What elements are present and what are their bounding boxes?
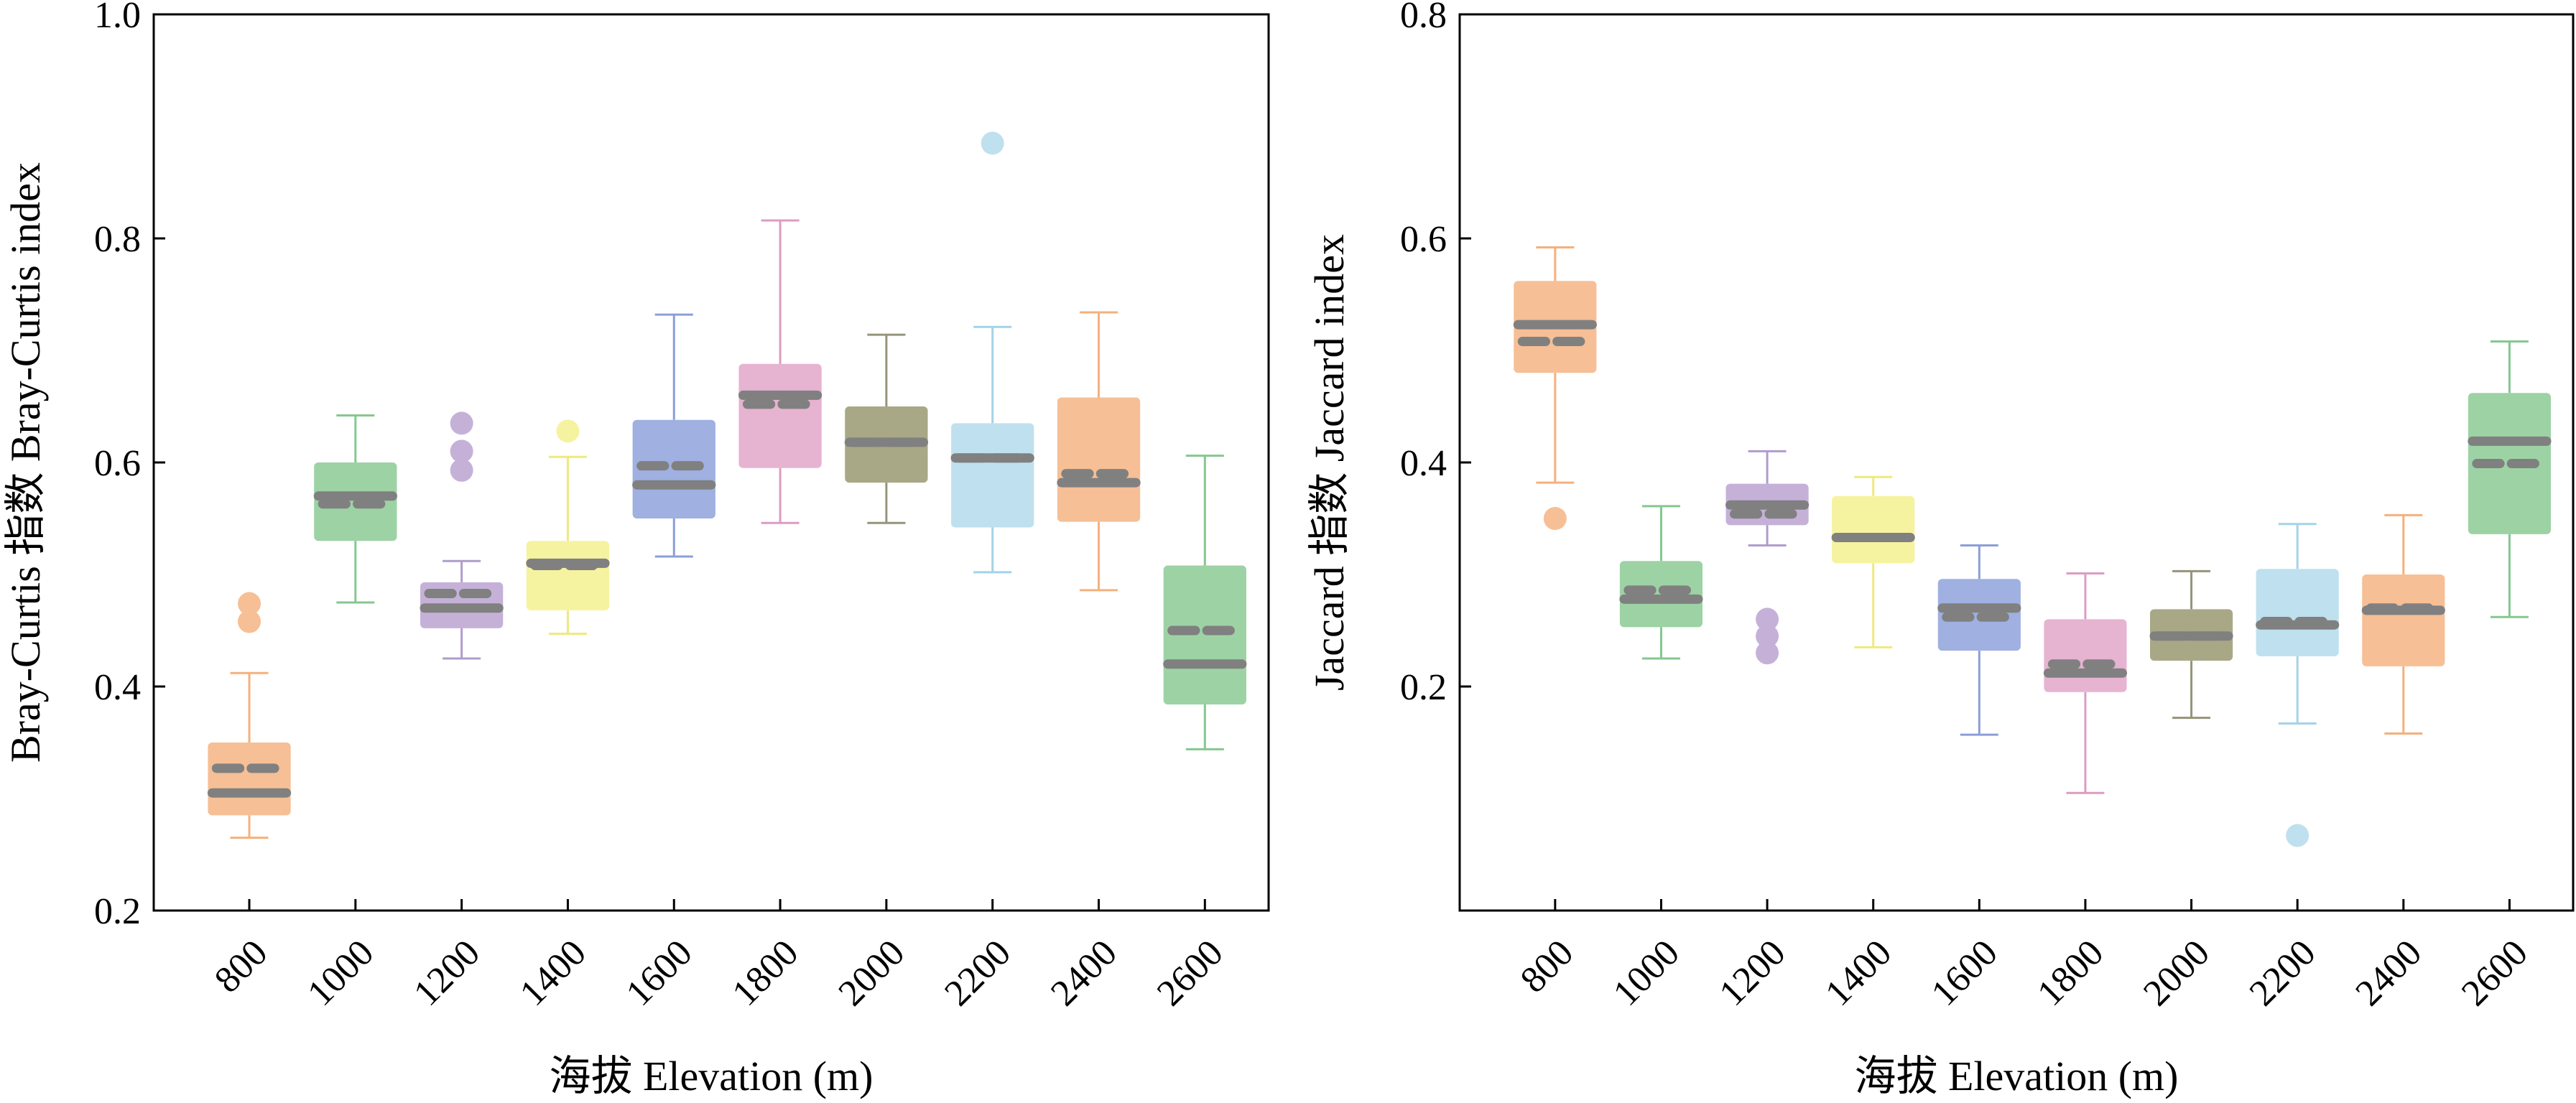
x-tick-label: 2200 <box>937 932 1019 1014</box>
iqr-box <box>1163 565 1246 704</box>
x-tick-label: 1200 <box>1712 932 1794 1014</box>
box-1400: 1400 <box>512 419 610 1014</box>
box-2000: 2000 <box>2136 569 2233 1014</box>
x-tick-label: 2000 <box>2136 932 2218 1014</box>
iqr-box <box>1057 397 1141 522</box>
y-tick-label: 0.6 <box>1400 219 1447 260</box>
outlier-point <box>1756 608 1779 631</box>
box-2200: 2200 <box>937 131 1034 1014</box>
x-axis-title: 海拔 Elevation (m) <box>549 1053 873 1099</box>
box-1200: 1200 <box>1712 450 1810 1014</box>
outlier-point <box>981 131 1004 155</box>
box-1800: 1800 <box>2030 572 2128 1014</box>
outlier-point <box>450 439 473 463</box>
outlier-point <box>1543 507 1567 530</box>
box-1600: 1600 <box>1924 544 2021 1014</box>
iqr-box <box>2256 569 2339 656</box>
iqr-box <box>526 541 610 610</box>
x-tick-label: 2200 <box>2242 932 2324 1014</box>
box-1000: 1000 <box>1606 505 1703 1014</box>
x-tick-label: 2600 <box>1149 932 1231 1014</box>
x-tick-label: 2400 <box>2348 932 2429 1014</box>
x-tick-label: 1600 <box>1924 932 2006 1014</box>
x-tick-label: 2600 <box>2454 932 2536 1014</box>
y-tick-label: 0.6 <box>94 443 141 484</box>
y-axis-title: Jaccard 指数 Jaccard index <box>1306 234 1353 691</box>
x-tick-label: 1200 <box>406 932 488 1014</box>
iqr-box <box>208 743 291 816</box>
y-tick-label: 0.4 <box>1400 443 1447 484</box>
x-tick-label: 1400 <box>512 932 594 1014</box>
box-1400: 1400 <box>1817 475 1915 1014</box>
outlier-point <box>556 419 580 443</box>
outlier-point <box>450 458 473 482</box>
box-2600: 2600 <box>2454 340 2552 1014</box>
x-tick-label: 1800 <box>725 932 807 1014</box>
box-800: 800 <box>207 592 292 1001</box>
jaccard-panel: 0.2 0.4 0.6 0.8 Jaccard 指数 Jaccard index 海拔 E… <box>1306 0 2575 1099</box>
plot-frame <box>1458 13 2575 912</box>
box-800: 800 <box>1513 246 1597 1001</box>
box-2000: 2000 <box>831 333 929 1014</box>
box-1800: 1800 <box>725 219 823 1014</box>
iqr-box <box>1832 495 1915 564</box>
box-2200: 2200 <box>2242 523 2340 1014</box>
box-1200: 1200 <box>406 411 504 1014</box>
bray-curtis-panel: 0.2 0.4 0.6 0.8 1.0 Bray-Curtis 指数 Bray-Curti… <box>2 0 1270 1099</box>
x-tick-label: 800 <box>207 932 275 1000</box>
outlier-point <box>2286 824 2309 847</box>
x-tick-label: 1600 <box>618 932 700 1014</box>
y-axis-title: Bray-Curtis 指数 Bray-Curtis index <box>2 162 49 763</box>
x-tick-label: 2000 <box>831 932 913 1014</box>
x-tick-label: 1000 <box>300 932 381 1014</box>
x-axis-title: 海拔 Elevation (m) <box>1854 1053 2178 1099</box>
x-tick-label: 1800 <box>2030 932 2112 1014</box>
x-tick-label: 1400 <box>1817 932 1899 1014</box>
box-1000: 1000 <box>300 414 397 1014</box>
outlier-point <box>450 411 473 435</box>
y-tick-label: 0.2 <box>1400 667 1447 708</box>
outlier-point <box>1756 624 1779 648</box>
y-tick-label: 0.8 <box>94 219 141 260</box>
y-tick-label: 0.8 <box>1400 0 1447 36</box>
iqr-box <box>738 363 822 468</box>
box-2400: 2400 <box>1043 311 1141 1014</box>
box-2400: 2400 <box>2348 513 2445 1014</box>
box-1600: 1600 <box>618 313 716 1014</box>
outlier-point <box>238 592 261 615</box>
y-tick-label: 0.4 <box>94 667 141 708</box>
x-tick-label: 2400 <box>1043 932 1125 1014</box>
iqr-box <box>951 423 1034 528</box>
outlier-point <box>1756 641 1779 665</box>
outlier-point <box>238 610 261 633</box>
x-tick-label: 800 <box>1513 932 1581 1000</box>
box-2600: 2600 <box>1149 455 1247 1014</box>
y-tick-label: 0.2 <box>94 891 141 932</box>
iqr-box <box>2362 574 2445 666</box>
y-tick-label: 1.0 <box>94 0 141 36</box>
iqr-box <box>2044 619 2127 692</box>
x-tick-label: 1000 <box>1606 932 1687 1014</box>
